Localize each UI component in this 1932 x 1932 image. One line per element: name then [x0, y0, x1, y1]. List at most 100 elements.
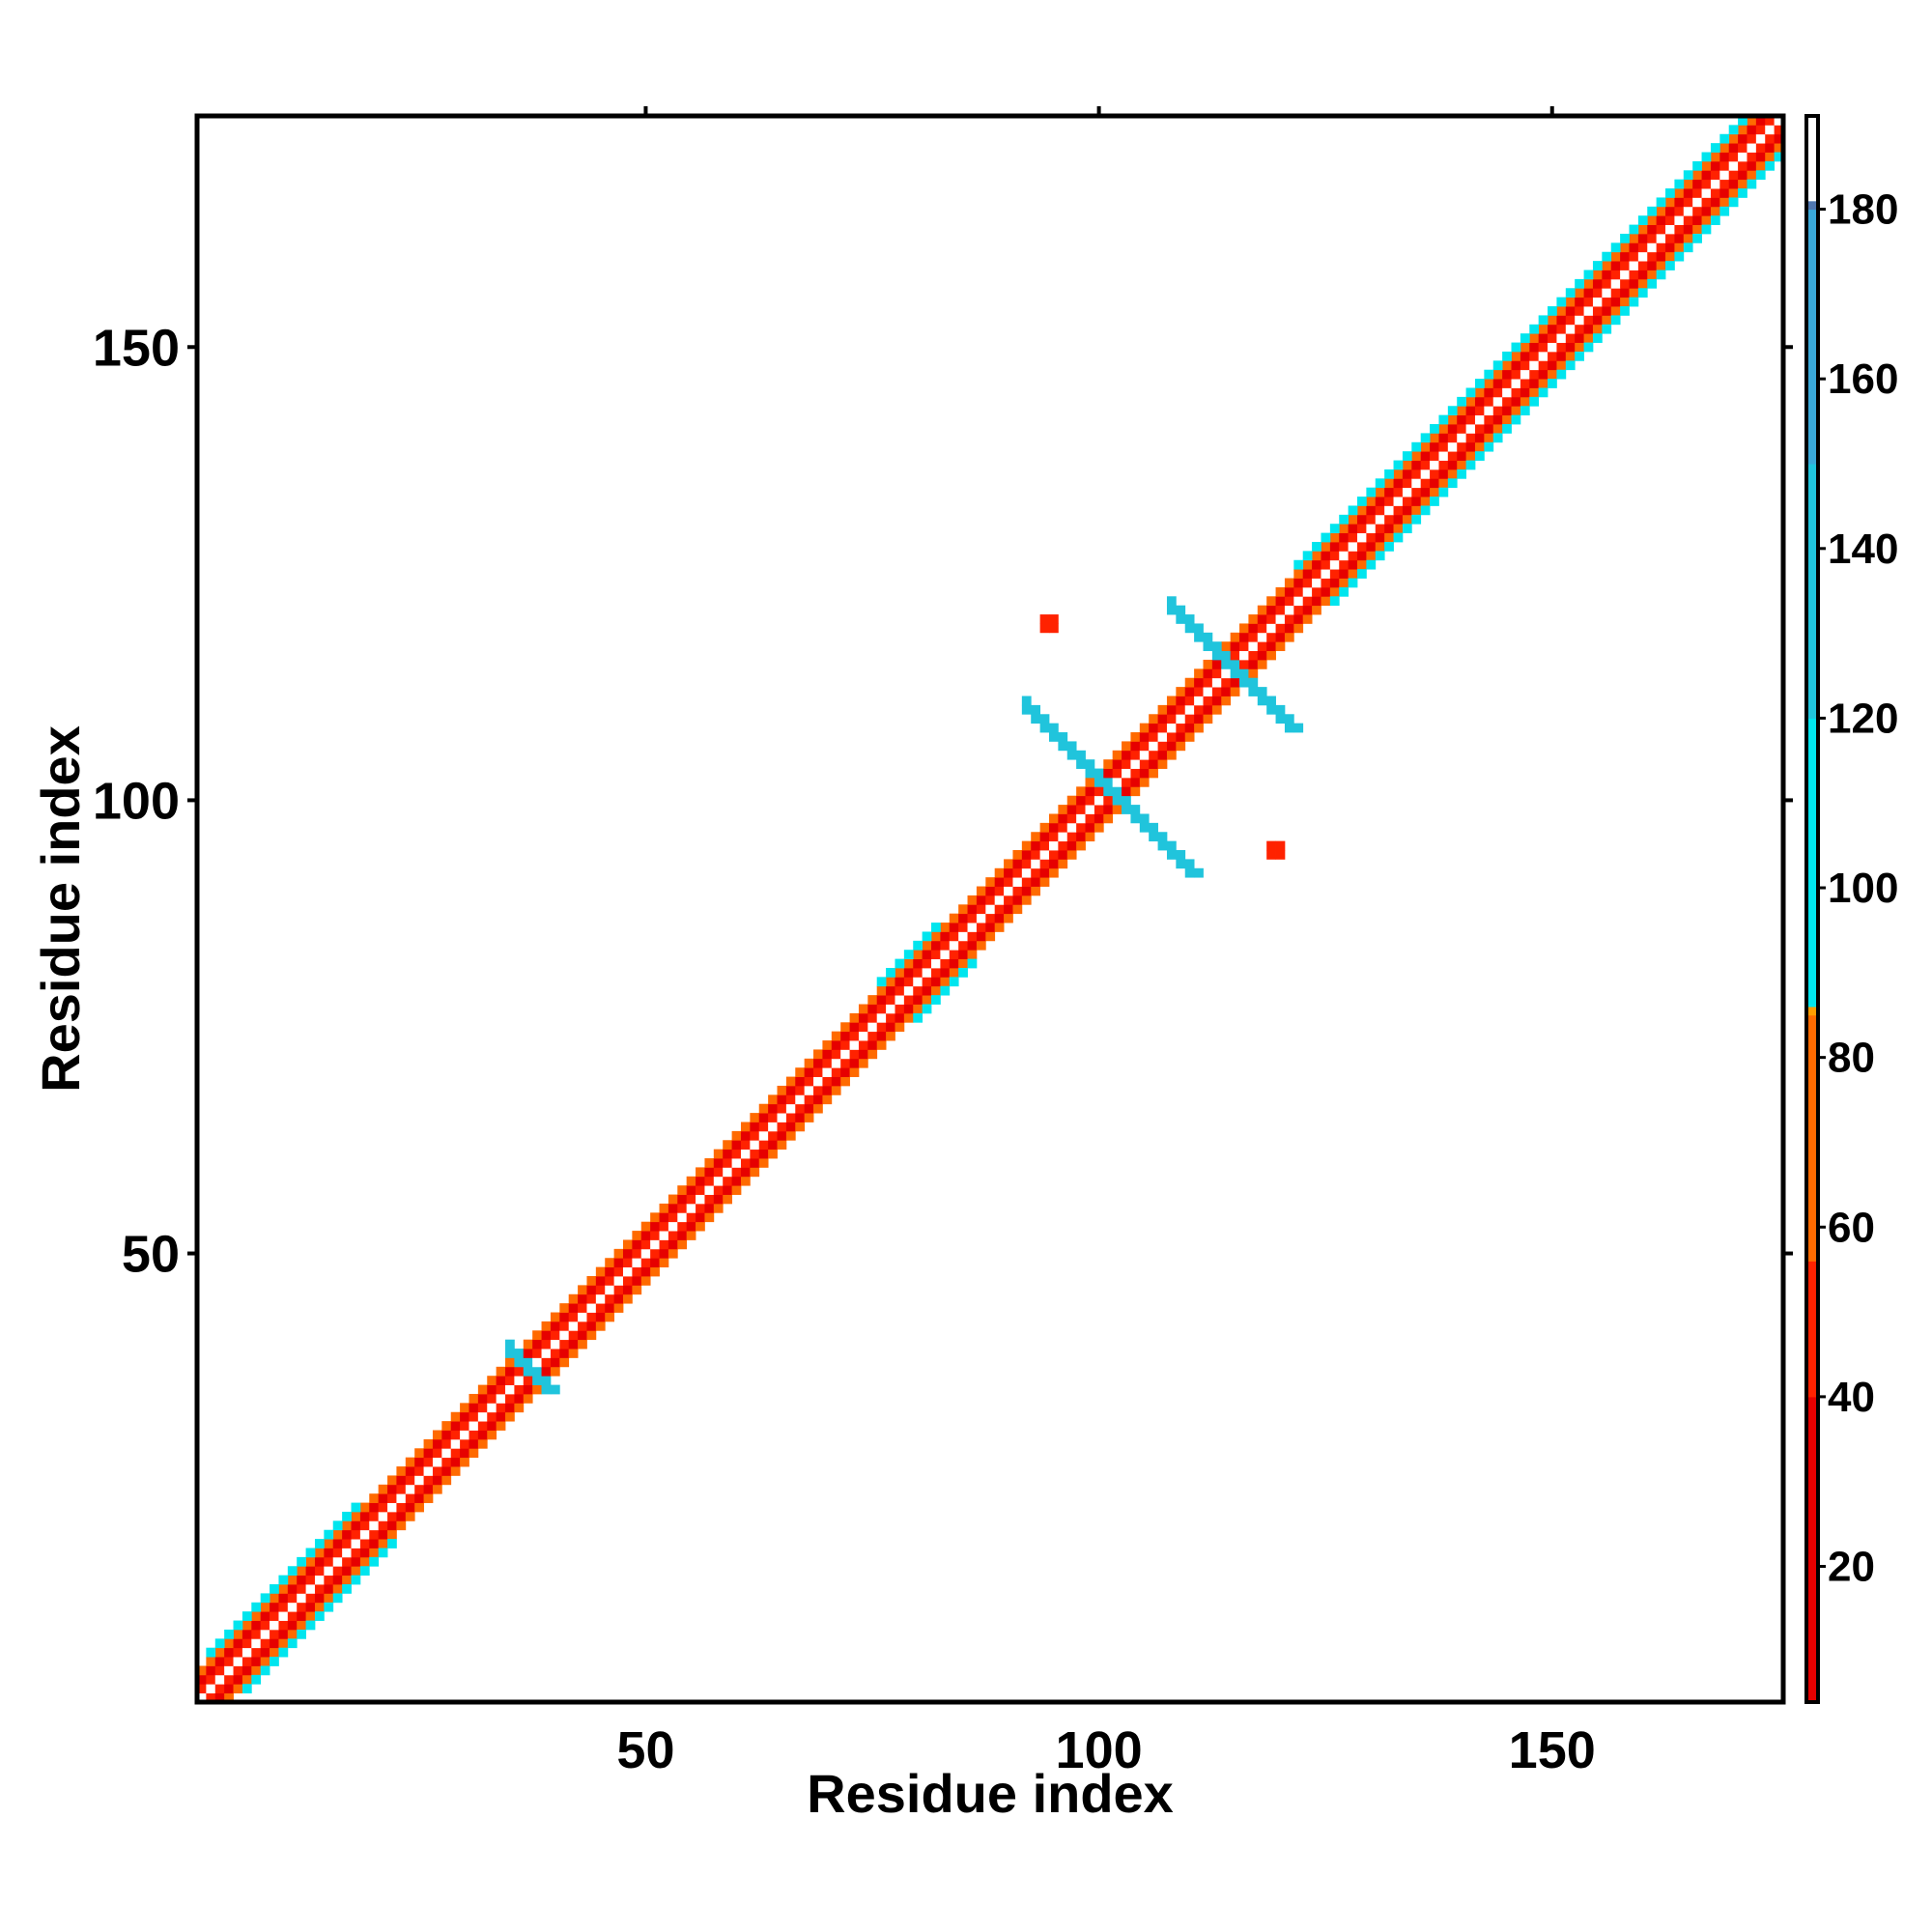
- heatmap-cell: [758, 1122, 769, 1132]
- heatmap-cell: [441, 1438, 452, 1449]
- colorbar-tick-label: 120: [1828, 695, 1898, 742]
- heatmap-cell: [1420, 505, 1431, 516]
- heatmap-cell: [1755, 125, 1766, 135]
- heatmap-cell: [441, 1466, 452, 1476]
- heatmap-cell: [1502, 369, 1512, 380]
- heatmap-cell: [287, 1575, 298, 1585]
- heatmap-cell: [659, 1212, 669, 1223]
- heatmap-cell: [1402, 514, 1412, 525]
- heatmap-cell: [514, 1384, 525, 1395]
- heatmap-cell: [668, 1239, 678, 1250]
- heatmap-cell: [1647, 224, 1658, 235]
- heatmap-cell: [1647, 270, 1658, 280]
- heatmap-cell: [1375, 505, 1385, 516]
- heatmap-cell: [1602, 261, 1612, 270]
- heatmap-cell: [469, 1438, 479, 1449]
- heatmap-cell: [1122, 759, 1131, 769]
- heatmap-cell: [1166, 850, 1177, 860]
- heatmap-cell: [1637, 215, 1648, 225]
- heatmap-cell: [713, 1176, 724, 1186]
- heatmap-cell: [813, 1049, 823, 1060]
- heatmap-cell: [1765, 116, 1776, 126]
- colorbar-segment: [1806, 116, 1818, 202]
- heatmap-cell: [342, 1511, 352, 1521]
- colorbar-segment: [1806, 1014, 1818, 1262]
- heatmap-cell: [1620, 288, 1630, 298]
- heatmap-cell: [1275, 605, 1286, 615]
- heatmap-cell: [686, 1194, 696, 1205]
- heatmap-cell: [287, 1611, 298, 1621]
- heatmap-cell: [1620, 261, 1630, 270]
- heatmap-cell: [260, 1620, 270, 1631]
- plot-frame: [194, 113, 1786, 1705]
- heatmap-cell: [1176, 723, 1186, 733]
- heatmap-cell: [578, 1293, 587, 1304]
- heatmap-cell: [1339, 569, 1350, 579]
- heatmap-cell: [985, 913, 996, 923]
- heatmap-cell: [1366, 541, 1377, 552]
- heatmap-cell: [369, 1511, 380, 1521]
- heatmap-cell: [1511, 396, 1521, 407]
- heatmap-cell: [1719, 197, 1730, 208]
- heatmap-cell: [1637, 278, 1648, 289]
- heatmap-cell: [750, 1149, 760, 1159]
- heatmap-cell: [1656, 270, 1666, 280]
- heatmap-cell: [1620, 297, 1630, 307]
- heatmap-cell: [1139, 822, 1150, 833]
- heatmap-cell: [886, 967, 895, 978]
- heatmap-cell: [1602, 297, 1612, 307]
- heatmap-cell: [1166, 723, 1177, 733]
- heatmap-cell: [1321, 569, 1331, 579]
- heatmap-cell: [650, 1239, 660, 1250]
- heatmap-cell: [1375, 532, 1385, 543]
- heatmap-cell: [432, 1430, 442, 1440]
- heatmap-cell: [1565, 360, 1576, 371]
- heatmap-cell: [1629, 278, 1639, 289]
- heatmap-cell: [1465, 387, 1476, 398]
- heatmap-cell: [886, 995, 895, 1005]
- heatmap-cell: [1393, 460, 1404, 470]
- heatmap-cell: [1637, 288, 1648, 298]
- heatmap-cell: [1366, 532, 1377, 543]
- heatmap-cell: [1375, 551, 1385, 561]
- heatmap-cell: [1031, 840, 1040, 851]
- heatmap-cell: [1719, 170, 1730, 181]
- heatmap-cell: [469, 1411, 479, 1422]
- colorbar-segment: [1806, 1261, 1818, 1398]
- heatmap-cell: [1085, 813, 1095, 824]
- heatmap-cell: [1329, 578, 1340, 588]
- heatmap-cell: [1747, 179, 1757, 189]
- heatmap-cell: [586, 1276, 597, 1286]
- heatmap-cell: [1039, 714, 1050, 724]
- heatmap-cell: [1637, 251, 1648, 262]
- heatmap-cell: [849, 1040, 860, 1050]
- heatmap-cell: [1257, 687, 1267, 696]
- heatmap-cell: [1710, 143, 1720, 153]
- heatmap-cell: [1402, 451, 1412, 461]
- heatmap-cell: [858, 1049, 868, 1060]
- heatmap-cell: [1166, 750, 1177, 760]
- heatmap-cell: [1548, 315, 1557, 326]
- heatmap-cell: [1755, 116, 1766, 126]
- heatmap-cell: [740, 1158, 751, 1168]
- heatmap-cell: [396, 1493, 407, 1503]
- heatmap-cell: [278, 1602, 289, 1612]
- heatmap-cell: [1656, 206, 1666, 216]
- heatmap-cell: [387, 1493, 397, 1503]
- heatmap-cell: [578, 1303, 587, 1313]
- heatmap-cell: [1719, 179, 1730, 189]
- heatmap-cell: [1221, 696, 1232, 706]
- heatmap-cell: [460, 1430, 469, 1440]
- heatmap-cell: [541, 1366, 552, 1377]
- heatmap-cell: [1665, 206, 1675, 216]
- heatmap-cell: [1184, 623, 1195, 634]
- heatmap-cell: [1211, 704, 1222, 715]
- heatmap-cell: [396, 1475, 407, 1486]
- heatmap-cell: [242, 1638, 252, 1649]
- heatmap-cell: [270, 1647, 279, 1658]
- heatmap-cell: [659, 1258, 669, 1268]
- heatmap-cell: [1719, 133, 1730, 144]
- heatmap-cell: [659, 1203, 669, 1213]
- heatmap-cell: [967, 904, 978, 915]
